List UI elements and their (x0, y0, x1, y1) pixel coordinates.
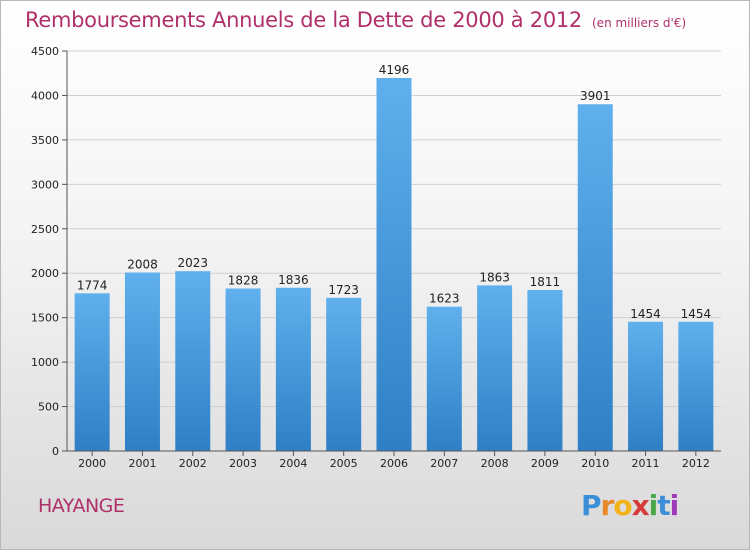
value-label: 1723 (328, 283, 359, 297)
bar-2011 (628, 321, 664, 451)
bar-2009 (527, 290, 563, 451)
proxiti-logo: Proxiti (581, 489, 680, 522)
value-label: 1454 (681, 307, 712, 321)
bar-2002 (175, 271, 211, 451)
y-tick-label: 3000 (31, 178, 59, 191)
y-tick-label: 500 (38, 401, 59, 414)
bar-2010 (577, 104, 613, 451)
x-tick-label: 2000 (78, 457, 106, 470)
x-tick-label: 2003 (229, 457, 257, 470)
y-tick-label: 0 (52, 445, 59, 458)
value-label: 2008 (127, 258, 158, 272)
x-tick-label: 2009 (531, 457, 559, 470)
bar-2001 (124, 272, 160, 451)
value-label: 1774 (77, 278, 108, 292)
chart-subtitle: (en milliers d'€) (592, 16, 687, 30)
bar-2003 (225, 288, 261, 451)
y-tick-label: 3500 (31, 134, 59, 147)
city-name: HAYANGE (38, 495, 125, 517)
logo-letter: x (631, 489, 650, 522)
bar-2005 (326, 297, 362, 451)
bar-2007 (426, 306, 462, 451)
x-tick-label: 2008 (481, 457, 509, 470)
value-label: 1623 (429, 292, 460, 306)
logo-letter: i (648, 489, 659, 522)
value-label: 2023 (177, 256, 208, 270)
x-tick-label: 2005 (330, 457, 358, 470)
y-tick-label: 4000 (31, 89, 59, 102)
logo-letter: r (600, 489, 615, 522)
y-tick-label: 1000 (31, 356, 59, 369)
value-label: 1454 (630, 307, 661, 321)
y-tick-label: 1500 (31, 312, 59, 325)
logo-letter: t (657, 489, 670, 522)
chart-title: Remboursements Annuels de la Dette de 20… (25, 8, 686, 32)
x-tick-label: 2004 (279, 457, 307, 470)
x-tick-label: 2007 (430, 457, 458, 470)
bar-2008 (477, 285, 513, 451)
x-tick-label: 2002 (179, 457, 207, 470)
x-tick-label: 2006 (380, 457, 408, 470)
value-label: 1863 (479, 270, 510, 284)
x-tick-label: 2011 (632, 457, 660, 470)
logo-letter: i (669, 489, 680, 522)
y-tick-label: 4500 (31, 45, 59, 58)
chart-title-text: Remboursements Annuels de la Dette de 20… (25, 8, 582, 32)
x-tick-label: 2001 (128, 457, 156, 470)
x-tick-label: 2012 (682, 457, 710, 470)
x-tick-label: 2010 (581, 457, 609, 470)
bar-2006 (376, 78, 412, 452)
bar-2000 (74, 293, 110, 451)
value-label: 1811 (530, 275, 561, 289)
logo-letter: o (613, 489, 632, 522)
bar-2012 (678, 321, 714, 451)
value-label: 4196 (379, 63, 410, 77)
y-tick-label: 2500 (31, 223, 59, 236)
logo-letter: P (581, 489, 602, 522)
bar-2004 (275, 287, 311, 451)
y-tick-label: 2000 (31, 267, 59, 280)
value-label: 3901 (580, 89, 611, 103)
value-label: 1828 (228, 274, 259, 288)
value-label: 1836 (278, 273, 309, 287)
